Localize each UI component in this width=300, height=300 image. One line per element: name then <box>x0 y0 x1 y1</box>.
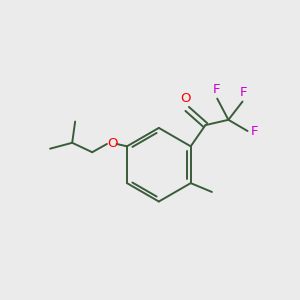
Text: O: O <box>180 92 190 105</box>
Text: F: F <box>240 85 247 99</box>
Text: F: F <box>212 83 220 96</box>
Text: F: F <box>251 124 259 137</box>
Text: O: O <box>107 137 118 151</box>
